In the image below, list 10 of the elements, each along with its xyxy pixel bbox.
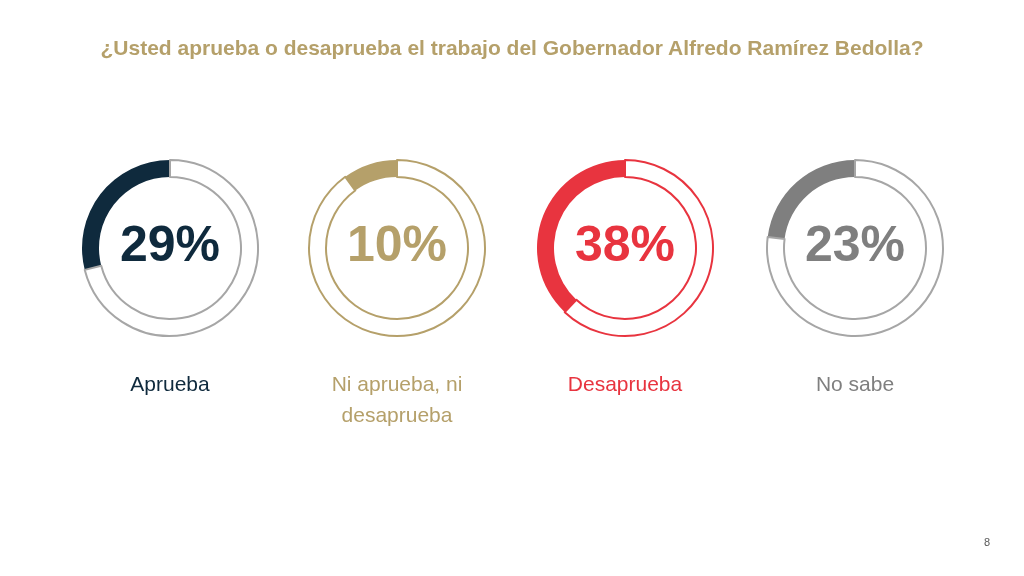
text: ¿Usted aprueba o desaprueba el trabajo del Gobernador Alfredo Ramírez Bedolla? <box>99 36 925 60</box>
text: No sabe <box>814 371 896 397</box>
text: Ni aprueba, ni desaprueba <box>330 371 464 428</box>
text: Aprueba <box>129 371 211 397</box>
data-label: 29% <box>118 215 222 274</box>
data-label: 38% <box>573 215 677 274</box>
data-label: 23% <box>803 215 907 274</box>
text: Desaprueba <box>566 371 684 397</box>
text: 8 <box>982 536 990 548</box>
data-label: 10% <box>345 215 449 274</box>
